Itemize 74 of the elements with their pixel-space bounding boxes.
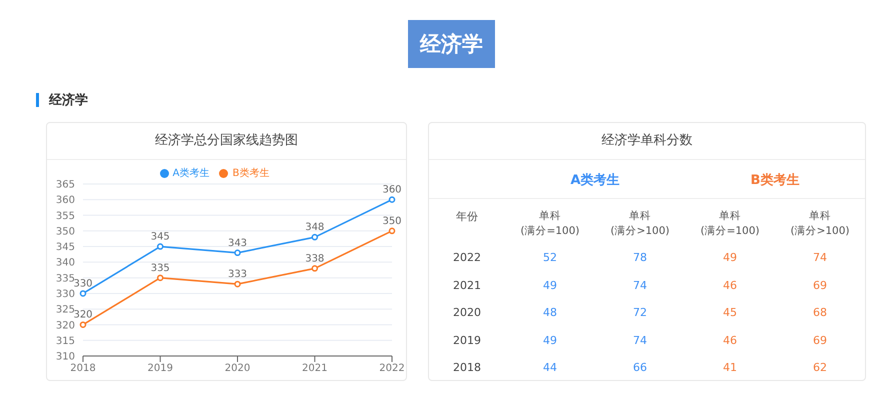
data-label: 48 bbox=[542, 306, 558, 319]
data-label: 348 bbox=[305, 222, 324, 234]
data-label: 52 bbox=[542, 251, 558, 264]
text: A类考生 bbox=[569, 172, 621, 189]
y-tick-label: 2022 bbox=[452, 251, 482, 264]
y-tick-label: 2019 bbox=[452, 334, 482, 346]
x-tick-label: 单科(满分>100) bbox=[789, 209, 851, 239]
data-label: 74 bbox=[632, 334, 648, 346]
y-tick-label: 340 bbox=[56, 258, 75, 269]
point bbox=[234, 250, 241, 256]
data-label: 330 bbox=[73, 278, 93, 290]
x-tick-label: 2020 bbox=[224, 363, 250, 374]
y-tick-label: 355 bbox=[56, 210, 75, 222]
legend-label: A类考生 bbox=[172, 168, 210, 179]
data-label: 49 bbox=[542, 278, 558, 292]
data-label: 68 bbox=[812, 306, 828, 319]
point bbox=[80, 290, 86, 297]
data-label: 350 bbox=[382, 216, 402, 227]
y-tick-label: 330 bbox=[56, 289, 75, 300]
y-tick-label: 335 bbox=[56, 273, 75, 284]
data-label: 45 bbox=[722, 306, 738, 319]
x-tick-label: 2021 bbox=[302, 363, 328, 374]
y-tick-label: 325 bbox=[56, 304, 75, 316]
x-tick-label: 2019 bbox=[148, 363, 173, 374]
y-tick-label: 365 bbox=[56, 180, 75, 191]
y-tick-label: 2020 bbox=[452, 306, 482, 319]
data-label: 335 bbox=[150, 262, 170, 274]
legend-label: B类考生 bbox=[232, 168, 270, 179]
data-label: 46 bbox=[722, 334, 738, 346]
point bbox=[157, 243, 164, 250]
data-label: 69 bbox=[812, 278, 828, 292]
point bbox=[312, 234, 318, 240]
data-label: 345 bbox=[150, 232, 170, 243]
point bbox=[388, 228, 396, 234]
point bbox=[388, 196, 396, 203]
data-label: 49 bbox=[542, 334, 558, 346]
x-tick-label: 单科(满分=100) bbox=[519, 209, 581, 239]
point bbox=[312, 265, 318, 272]
x-tick-label: 2022 bbox=[379, 363, 405, 374]
y-tick-label: 360 bbox=[56, 195, 75, 206]
text: 经济学 bbox=[408, 20, 495, 68]
x-tick-label: 2018 bbox=[70, 363, 96, 374]
data-label: 66 bbox=[632, 361, 648, 374]
text: 经济学 bbox=[49, 92, 88, 109]
y-tick-label: 345 bbox=[56, 242, 75, 254]
data-label: 62 bbox=[812, 361, 828, 374]
y-tick-label: 2021 bbox=[452, 278, 482, 292]
y-tick-label: 310 bbox=[56, 352, 75, 363]
y-tick-label: 320 bbox=[56, 320, 75, 332]
data-label: 41 bbox=[722, 361, 738, 374]
data-label: 69 bbox=[812, 334, 828, 346]
data-label: 44 bbox=[542, 361, 558, 374]
chart-title: 经济学总分国家线趋势图 bbox=[47, 123, 406, 160]
y-tick-label: 315 bbox=[56, 336, 75, 347]
data-label: 343 bbox=[228, 238, 248, 249]
data-label: 78 bbox=[632, 251, 648, 264]
chart-title: 经济学单科分数 bbox=[429, 123, 865, 160]
data-label: 360 bbox=[382, 184, 402, 196]
data-label: 320 bbox=[73, 310, 93, 321]
data-label: 333 bbox=[228, 269, 248, 280]
data-label: 72 bbox=[632, 306, 648, 319]
point bbox=[234, 280, 241, 288]
data-label: 74 bbox=[632, 278, 648, 292]
point bbox=[80, 321, 86, 328]
y-axis-title: 年份 bbox=[455, 209, 479, 224]
point bbox=[157, 274, 164, 282]
text: B类考生 bbox=[750, 172, 800, 189]
data-label: 338 bbox=[305, 253, 324, 264]
y-tick-label: 350 bbox=[56, 226, 75, 238]
x-tick-label: 单科(满分>100) bbox=[609, 209, 671, 239]
data-label: 74 bbox=[812, 251, 828, 264]
data-label: 49 bbox=[722, 251, 738, 264]
x-tick-label: 单科(满分=100) bbox=[699, 209, 761, 239]
data-label: 46 bbox=[722, 278, 738, 292]
